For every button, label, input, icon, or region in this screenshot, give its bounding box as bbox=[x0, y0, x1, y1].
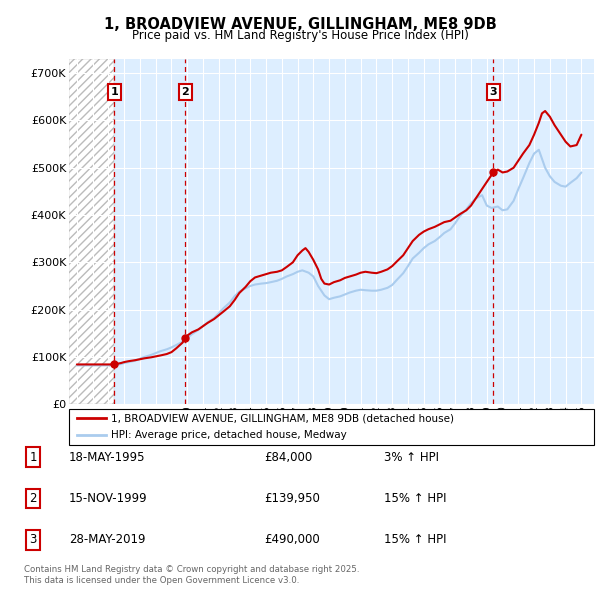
Text: 2: 2 bbox=[29, 492, 37, 505]
Text: 15% ↑ HPI: 15% ↑ HPI bbox=[384, 533, 446, 546]
Text: 15% ↑ HPI: 15% ↑ HPI bbox=[384, 492, 446, 505]
Text: £84,000: £84,000 bbox=[264, 451, 312, 464]
Text: 1: 1 bbox=[29, 451, 37, 464]
Text: 3% ↑ HPI: 3% ↑ HPI bbox=[384, 451, 439, 464]
FancyBboxPatch shape bbox=[69, 409, 594, 445]
Text: £490,000: £490,000 bbox=[264, 533, 320, 546]
Text: 28-MAY-2019: 28-MAY-2019 bbox=[69, 533, 146, 546]
Text: 1, BROADVIEW AVENUE, GILLINGHAM, ME8 9DB: 1, BROADVIEW AVENUE, GILLINGHAM, ME8 9DB bbox=[104, 17, 496, 31]
Text: Contains HM Land Registry data © Crown copyright and database right 2025.
This d: Contains HM Land Registry data © Crown c… bbox=[24, 565, 359, 585]
Text: 15-NOV-1999: 15-NOV-1999 bbox=[69, 492, 148, 505]
Text: 18-MAY-1995: 18-MAY-1995 bbox=[69, 451, 146, 464]
Text: HPI: Average price, detached house, Medway: HPI: Average price, detached house, Medw… bbox=[111, 430, 347, 440]
Text: 3: 3 bbox=[490, 87, 497, 97]
Text: 1, BROADVIEW AVENUE, GILLINGHAM, ME8 9DB (detached house): 1, BROADVIEW AVENUE, GILLINGHAM, ME8 9DB… bbox=[111, 414, 454, 424]
Text: 1: 1 bbox=[110, 87, 118, 97]
Text: £139,950: £139,950 bbox=[264, 492, 320, 505]
Text: 3: 3 bbox=[29, 533, 37, 546]
Text: 2: 2 bbox=[181, 87, 189, 97]
Text: Price paid vs. HM Land Registry's House Price Index (HPI): Price paid vs. HM Land Registry's House … bbox=[131, 30, 469, 42]
